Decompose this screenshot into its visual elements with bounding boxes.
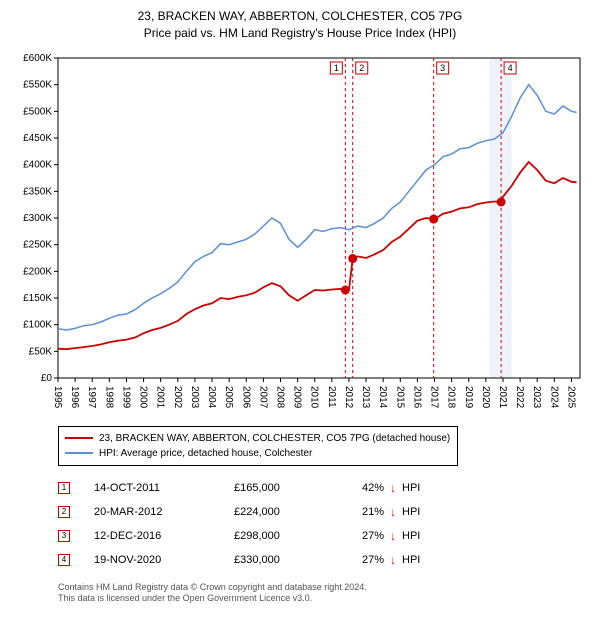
svg-text:£500K: £500K: [23, 106, 52, 117]
sales-date: 14-OCT-2011: [94, 482, 234, 494]
svg-text:2007: 2007: [257, 386, 268, 409]
svg-text:£50K: £50K: [29, 346, 53, 357]
svg-text:2004: 2004: [206, 386, 217, 409]
sales-date: 12-DEC-2016: [94, 530, 234, 542]
sales-row: 3 12-DEC-2016£298,00027%↓HPI: [58, 524, 590, 548]
svg-text:2015: 2015: [394, 386, 405, 409]
svg-text:2019: 2019: [463, 386, 474, 409]
svg-text:2002: 2002: [172, 386, 183, 409]
chart-area: £0 £50K £100K £150K £200K £250K £300K £350K £400…: [10, 50, 590, 420]
svg-text:£150K: £150K: [23, 293, 52, 304]
footer-line-2: This data is licensed under the Open Gov…: [58, 593, 590, 605]
svg-text:2024: 2024: [548, 386, 559, 409]
legend: 23, BRACKEN WAY, ABBERTON, COLCHESTER, C…: [58, 426, 458, 466]
chart-svg: £0 £50K £100K £150K £200K £250K £300K £350K £400…: [10, 50, 590, 420]
sales-hpi-label: HPI: [402, 506, 442, 518]
down-arrow-icon: ↓: [384, 481, 402, 495]
svg-text:2018: 2018: [446, 386, 457, 409]
svg-text:2: 2: [359, 63, 364, 73]
svg-text:1998: 1998: [103, 386, 114, 409]
svg-text:2020: 2020: [480, 386, 491, 409]
svg-text:2003: 2003: [189, 386, 200, 409]
footer: Contains HM Land Registry data © Crown c…: [58, 582, 590, 605]
svg-text:2000: 2000: [138, 386, 149, 409]
svg-text:2016: 2016: [411, 386, 422, 409]
svg-text:£600K: £600K: [23, 53, 52, 64]
svg-text:1: 1: [334, 63, 339, 73]
svg-text:2011: 2011: [326, 386, 337, 408]
svg-text:£100K: £100K: [23, 319, 52, 330]
svg-text:2025: 2025: [565, 386, 576, 409]
down-arrow-icon: ↓: [384, 553, 402, 567]
svg-text:2017: 2017: [429, 386, 440, 409]
svg-text:£200K: £200K: [23, 266, 52, 277]
footer-line-1: Contains HM Land Registry data © Crown c…: [58, 582, 590, 594]
sales-marker: 4: [58, 554, 70, 566]
title-line-1: 23, BRACKEN WAY, ABBERTON, COLCHESTER, C…: [10, 8, 590, 25]
sales-row: 4 19-NOV-2020£330,00027%↓HPI: [58, 548, 590, 572]
sales-pct: 21%: [344, 506, 384, 518]
svg-text:£300K: £300K: [23, 213, 52, 224]
legend-swatch: [65, 437, 93, 439]
svg-text:2023: 2023: [531, 386, 542, 409]
sales-date: 20-MAR-2012: [94, 506, 234, 518]
svg-text:3: 3: [440, 63, 445, 73]
svg-text:£250K: £250K: [23, 239, 52, 250]
legend-label: HPI: Average price, detached house, Colc…: [99, 446, 312, 461]
svg-text:2021: 2021: [497, 386, 508, 409]
sales-marker: 2: [58, 506, 70, 518]
svg-text:4: 4: [508, 63, 513, 73]
sales-marker: 1: [58, 482, 70, 494]
svg-text:2010: 2010: [309, 386, 320, 409]
sales-pct: 42%: [344, 482, 384, 494]
svg-text:2022: 2022: [514, 386, 525, 409]
sales-row: 2 20-MAR-2012£224,00021%↓HPI: [58, 500, 590, 524]
svg-text:£0: £0: [41, 373, 53, 384]
svg-text:2013: 2013: [360, 386, 371, 409]
sales-table: 114-OCT-2011£165,00042%↓HPI220-MAR-2012£…: [58, 476, 590, 572]
down-arrow-icon: ↓: [384, 505, 402, 519]
svg-text:1999: 1999: [120, 386, 131, 409]
svg-text:1995: 1995: [52, 386, 63, 409]
down-arrow-icon: ↓: [384, 529, 402, 543]
sales-date: 19-NOV-2020: [94, 554, 234, 566]
svg-text:2014: 2014: [377, 386, 388, 409]
sales-hpi-label: HPI: [402, 530, 442, 542]
svg-text:2006: 2006: [240, 386, 251, 409]
svg-text:1997: 1997: [86, 386, 97, 409]
sales-pct: 27%: [344, 530, 384, 542]
svg-text:2009: 2009: [292, 386, 303, 409]
svg-text:£550K: £550K: [23, 79, 52, 90]
legend-swatch: [65, 452, 93, 454]
legend-row: HPI: Average price, detached house, Colc…: [65, 446, 451, 461]
sales-hpi-label: HPI: [402, 482, 442, 494]
svg-text:£400K: £400K: [23, 159, 52, 170]
svg-text:2005: 2005: [223, 386, 234, 409]
sales-price: £165,000: [234, 482, 344, 494]
sales-price: £298,000: [234, 530, 344, 542]
legend-row: 23, BRACKEN WAY, ABBERTON, COLCHESTER, C…: [65, 431, 451, 446]
sales-marker: 3: [58, 530, 70, 542]
sales-pct: 27%: [344, 554, 384, 566]
sales-row: 1 14-OCT-2011£165,00042%↓HPI: [58, 476, 590, 500]
svg-text:2012: 2012: [343, 386, 354, 409]
legend-label: 23, BRACKEN WAY, ABBERTON, COLCHESTER, C…: [99, 431, 450, 446]
sales-price: £330,000: [234, 554, 344, 566]
svg-text:1996: 1996: [69, 386, 80, 409]
svg-text:2001: 2001: [155, 386, 166, 409]
svg-text:£450K: £450K: [23, 133, 52, 144]
svg-text:2008: 2008: [274, 386, 285, 409]
chart-container: 23, BRACKEN WAY, ABBERTON, COLCHESTER, C…: [0, 0, 600, 620]
svg-text:£350K: £350K: [23, 186, 52, 197]
sales-price: £224,000: [234, 506, 344, 518]
sales-hpi-label: HPI: [402, 554, 442, 566]
title-line-2: Price paid vs. HM Land Registry's House …: [10, 25, 590, 42]
